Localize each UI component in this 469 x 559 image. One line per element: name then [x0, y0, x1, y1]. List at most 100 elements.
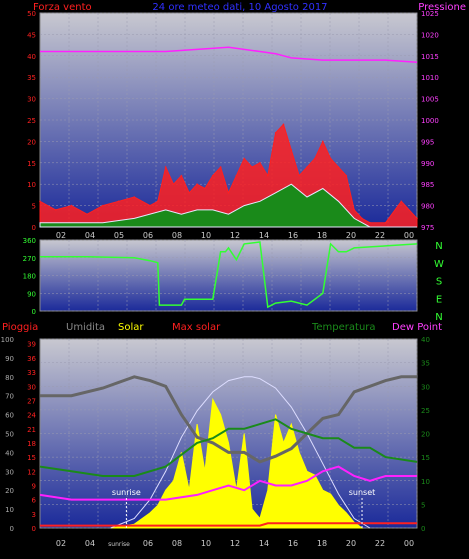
climate-plot: sunrise sunset [39, 375, 418, 529]
x-tick-label: 22 [375, 539, 385, 548]
rain-tick-label: 18 [27, 440, 36, 448]
y-tick-label-right: 1020 [421, 31, 439, 39]
temp-tick-label: 0 [421, 525, 425, 533]
y-tick-label-left: 35 [27, 74, 36, 82]
wind-point [70, 204, 73, 207]
temp-tick-label: 40 [421, 336, 430, 344]
x-tick-label: 06 [143, 231, 153, 240]
x-tick-label: 10 [201, 231, 211, 240]
y-tick-label-left: 40 [27, 53, 36, 61]
wind-plot [39, 46, 418, 228]
wind-point [117, 200, 120, 203]
x-tick-label: 20 [346, 539, 356, 548]
rain-tick-label: 15 [27, 454, 36, 462]
temp-tick-label: 5 [421, 501, 425, 509]
y-tick-label-right: 1005 [421, 96, 439, 104]
x-tick-label: 08 [172, 539, 182, 548]
series-pressure [40, 46, 418, 63]
series-solar [110, 397, 364, 529]
humidity-tick-label: 50 [5, 431, 14, 439]
x-tick-label: 14 [259, 539, 269, 548]
rain-tick-label: 24 [27, 412, 36, 420]
x-tick-label: 16 [288, 231, 298, 240]
rain-tick-label: 12 [27, 468, 36, 476]
x-tick-label: 05 [114, 231, 124, 240]
y-tick-label-left: 0 [32, 224, 36, 232]
direction-plot [40, 241, 418, 309]
temp-tick-label: 10 [421, 478, 430, 486]
wind-point [211, 174, 214, 177]
x-tick-label: 12 [230, 539, 240, 548]
wind-point [164, 166, 167, 168]
rain-tick-label: 33 [27, 369, 36, 377]
y-tick-label-right: 990 [421, 160, 434, 168]
wind-axes: 0510152025303540455097598098599099510001… [27, 10, 439, 240]
humidity-tick-label: 90 [5, 355, 14, 363]
compass-label: E [436, 294, 442, 305]
wind-point [282, 123, 285, 126]
wind-point [172, 183, 175, 185]
wind-point [361, 217, 363, 220]
wind-point [39, 200, 41, 203]
solar-legend: Solar [118, 322, 144, 333]
compass-label: S [436, 277, 442, 288]
x-tick-label: 00 [404, 539, 414, 548]
wind-point [204, 187, 206, 190]
rain-tick-label: 6 [32, 497, 37, 505]
humidity-tick-label: 70 [5, 393, 14, 401]
y-tick-label-right: 1010 [421, 74, 439, 82]
rain-tick-label: 27 [27, 397, 36, 405]
wind-point [219, 166, 222, 168]
wind-point [196, 183, 198, 185]
compass-label: N [435, 312, 442, 323]
x-tick-label: 20 [346, 231, 356, 240]
x-tick-label: 02 [56, 231, 66, 240]
wind-point [314, 157, 316, 160]
wind-point [180, 174, 183, 177]
pressure-title: Pressione [418, 2, 466, 13]
humidity-legend: Umidita [66, 322, 105, 333]
wind-point [290, 149, 293, 151]
y-tick-label-right: 985 [421, 181, 434, 189]
y-tick-label-right: 980 [421, 203, 434, 211]
rain-tick-label: 3 [32, 511, 36, 519]
wind-point [102, 204, 104, 207]
temp-tick-label: 35 [421, 360, 430, 368]
wind-point [259, 162, 261, 164]
x-tick-label: 16 [288, 539, 298, 548]
y-tick-label-left: 360 [23, 237, 36, 245]
x-tick-label: 04 [85, 539, 95, 548]
y-tick-label-right: 975 [421, 224, 434, 232]
wind-point [188, 191, 191, 194]
y-tick-label-right: 995 [421, 138, 434, 146]
wind-point [133, 196, 136, 198]
series-direction [40, 241, 418, 309]
temp-tick-label: 20 [421, 431, 430, 439]
wind-point [235, 174, 238, 177]
x-tick-label: 18 [317, 539, 327, 548]
rain-legend: Pioggia [2, 322, 38, 333]
wind-point [157, 200, 159, 203]
humidity-tick-label: 80 [5, 374, 14, 382]
wind-point [321, 140, 324, 143]
sunset-label: sunset [349, 488, 376, 497]
series-temperature [39, 418, 418, 477]
wind-point [86, 213, 88, 215]
max-solar-legend: Max solar [172, 322, 221, 333]
x-tick-label: sunrise [108, 541, 130, 548]
rain-tick-label: 0 [32, 525, 36, 533]
x-tick-label: 18 [317, 231, 327, 240]
x-tick-label: 12 [230, 231, 240, 240]
wind-point [227, 191, 230, 194]
y-tick-label-left: 20 [27, 138, 36, 146]
humidity-tick-label: 40 [5, 449, 14, 457]
x-tick-label: 14 [259, 231, 269, 240]
humidity-tick-label: 0 [10, 525, 14, 533]
wind-point [416, 217, 418, 220]
date-title: 24 ore meteo dati, 10 Agosto 2017 [152, 2, 327, 13]
x-tick-label: 08 [172, 231, 182, 240]
temp-tick-label: 25 [421, 407, 430, 415]
wind-point [400, 200, 403, 203]
y-tick-label-left: 15 [27, 160, 36, 168]
